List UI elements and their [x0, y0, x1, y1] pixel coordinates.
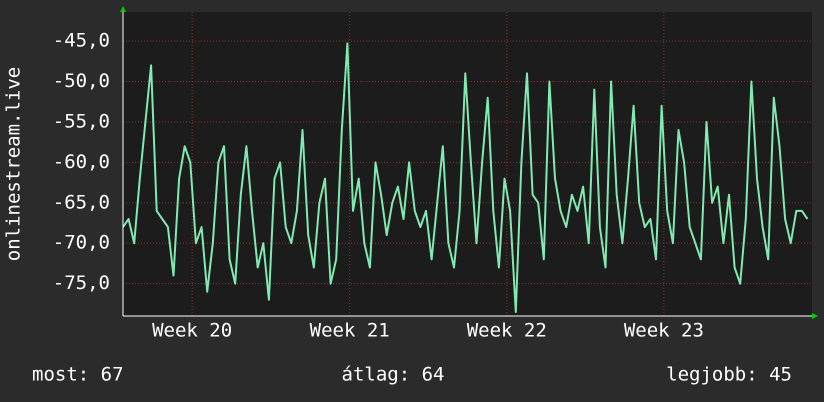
x-tick-label: Week 23 [624, 320, 704, 342]
axis-arrow [120, 6, 126, 12]
y-tick-label: -50,0 [53, 70, 110, 92]
y-tick-label: -70,0 [53, 232, 110, 254]
y-tick-label: -60,0 [53, 151, 110, 173]
y-tick-label: -45,0 [53, 30, 110, 52]
y-tick-label: -75,0 [53, 272, 110, 294]
stat-average: átlag: 64 [342, 364, 445, 386]
y-tick-label: -55,0 [53, 110, 110, 132]
x-tick-label: Week 21 [310, 320, 390, 342]
data-line [122, 42, 809, 313]
x-tick-label: Week 20 [152, 320, 232, 342]
y-axis-label: onlinestream.live [3, 67, 25, 261]
y-tick-label: -65,0 [53, 191, 110, 213]
x-tick-label: Week 22 [467, 320, 547, 342]
stat-current: most: 67 [32, 364, 124, 386]
plot-area [123, 12, 812, 316]
axis-arrow [812, 313, 818, 319]
stat-best: legjobb: 45 [666, 364, 792, 386]
